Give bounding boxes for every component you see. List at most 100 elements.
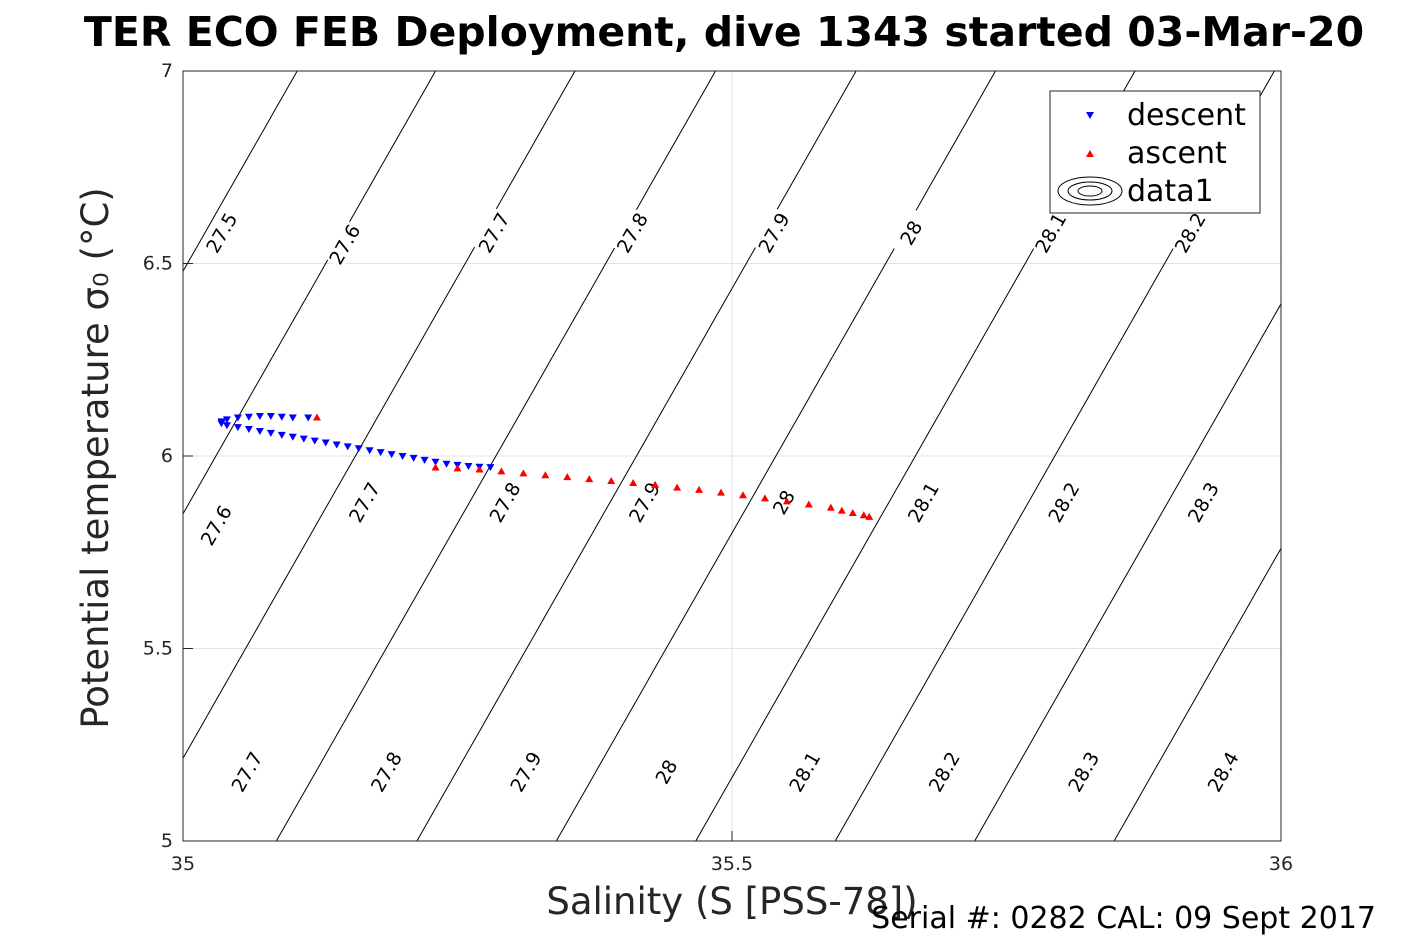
contour-line [183, 71, 576, 760]
descent-point [304, 414, 313, 422]
contour-label-bg [923, 747, 965, 797]
contour-label-bg [611, 208, 653, 258]
contour-line [416, 71, 857, 841]
descent-point [266, 412, 275, 420]
descent-point [277, 431, 286, 439]
contour-line [555, 71, 996, 841]
contour-label-bg [505, 747, 547, 797]
contour-line [974, 302, 1281, 841]
contour-label-bg [323, 219, 365, 269]
contour-label-bg [623, 477, 665, 527]
descent-point [233, 414, 242, 422]
x-axis-label: Salinity (S [PSS-78]) [546, 880, 917, 923]
descent-point [343, 443, 352, 451]
contour-label-bg [484, 477, 526, 527]
legend: descent ascent data1 [1049, 90, 1261, 214]
contour-label-bg [645, 747, 687, 797]
descent-point [217, 420, 226, 428]
descent-point [288, 414, 297, 422]
descent-point [431, 458, 440, 466]
descent-point [354, 445, 363, 453]
contour-label-bg [902, 477, 944, 527]
descent-point [332, 441, 341, 449]
contour-label-bg [200, 208, 242, 258]
descent-point [255, 412, 264, 420]
ascent-point [859, 511, 868, 519]
legend-ascent-marker [1086, 150, 1094, 157]
contour-line [183, 71, 436, 515]
ascent-point [760, 494, 769, 502]
ascent-point [782, 497, 791, 505]
ascent-point [717, 488, 726, 496]
contour-label-bg [343, 477, 385, 527]
descent-point [288, 433, 297, 441]
ascent-point [804, 500, 813, 508]
contour-label-bg [890, 208, 932, 258]
x-axis-ticks: 35 35.5 36 [171, 831, 1293, 875]
descent-point [310, 437, 319, 445]
serial-cal-footer: Serial #: 0282 CAL: 09 Sept 2017 [871, 901, 1376, 936]
descent-point [244, 426, 253, 434]
descent-point [233, 424, 242, 432]
ascent-point [826, 503, 835, 511]
descent-point [321, 439, 330, 447]
chart-title: TER ECO FEB Deployment, dive 1343 starte… [84, 8, 1364, 56]
y-axis-ticks: 5 5.5 6 6.5 7 [143, 60, 193, 852]
contour-label-bg [1182, 477, 1224, 527]
descent-point [387, 451, 396, 459]
contour-label-bg [1062, 747, 1104, 797]
descent-point [277, 413, 286, 421]
contour-label-bg [1169, 208, 1211, 258]
ascent-point [475, 465, 484, 473]
contour-label-bg [1029, 208, 1071, 258]
x-tick-label: 36 [1269, 853, 1293, 875]
descent-point [299, 435, 308, 443]
contour-label-bg [226, 747, 268, 797]
ascent-point [651, 480, 660, 488]
ascent-point [865, 512, 874, 520]
contour-line [183, 71, 298, 273]
ascent-point [453, 464, 462, 472]
y-tick-label: 6.5 [143, 253, 173, 275]
ascent-point [629, 478, 638, 486]
contour-line [275, 71, 716, 841]
descent-point [365, 447, 374, 455]
legend-data1-label: data1 [1127, 174, 1214, 209]
contour-label-bg [784, 747, 825, 797]
ascent-point [848, 508, 857, 516]
contour-label-bg [753, 208, 795, 258]
grid [183, 71, 1281, 841]
contour-label-bg [473, 208, 515, 258]
y-tick-label: 5.5 [143, 638, 173, 660]
contour-label-bg [1202, 747, 1244, 797]
descent-point [442, 460, 451, 468]
ascent-point [541, 471, 550, 479]
descent-point [398, 453, 407, 460]
legend-descent-marker [1086, 112, 1094, 119]
descent-point [255, 427, 264, 435]
legend-box [1049, 90, 1261, 214]
ascent-point [497, 467, 506, 475]
y-axis-label: Potential temperature σ₀ (°C) [74, 187, 117, 728]
ascent-point [585, 475, 594, 483]
descent-point [464, 463, 473, 471]
ascent-series [312, 413, 874, 520]
legend-descent-label: descent [1127, 98, 1246, 133]
legend-contour-icon [1057, 176, 1123, 206]
y-tick-label: 6 [161, 445, 173, 467]
ascent-point [312, 413, 321, 421]
contour-label-bg [365, 747, 407, 797]
ascent-point [837, 506, 846, 514]
contour-label-bg [763, 477, 805, 527]
ascent-point [563, 473, 572, 481]
ascent-point [519, 469, 528, 477]
contour-label-bg [195, 500, 237, 550]
ascent-point [738, 491, 747, 499]
descent-point [222, 416, 231, 424]
descent-point [409, 454, 418, 462]
descent-point [486, 464, 495, 472]
ascent-point [695, 485, 704, 493]
ascent-point [431, 463, 440, 471]
descent-point [244, 413, 253, 421]
